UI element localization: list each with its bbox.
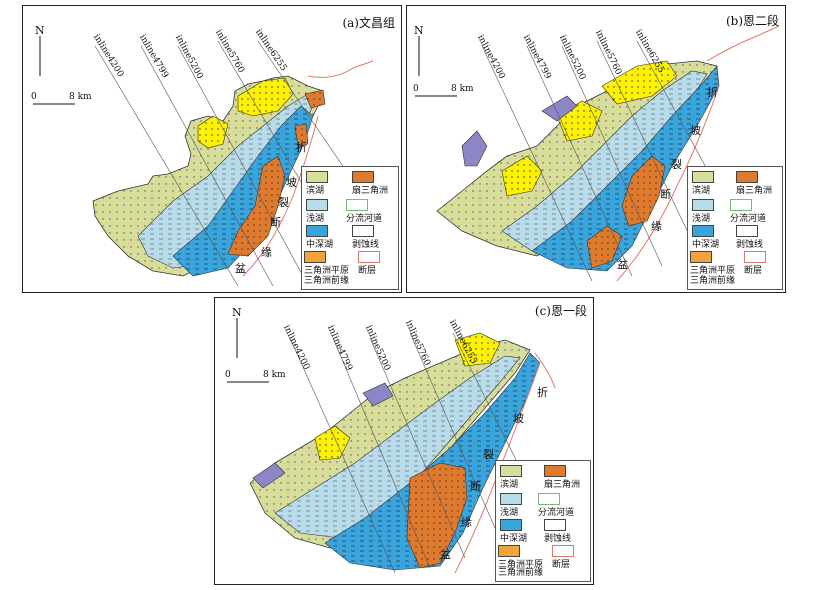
fault-label: 盆 — [617, 258, 628, 271]
legend-fault: 断层 — [744, 251, 766, 276]
erosion-area — [461, 130, 488, 167]
fault-label: 盆 — [440, 548, 451, 561]
legend-fan-delta: 扇三角洲 — [352, 171, 388, 196]
inline-line — [177, 45, 304, 277]
fault-label: 断 — [270, 216, 281, 229]
fault-label: 缘 — [261, 246, 272, 259]
mid-deep-lake-area — [172, 105, 314, 277]
delta-front-area — [501, 155, 543, 197]
scale-zero: 0 — [225, 370, 231, 380]
legend-fan-delta: 扇三角洲 — [736, 171, 772, 196]
inline-line — [526, 45, 633, 277]
panel-ener: (b)恩二段 N 0 8 km inline4200 inline4799 in… — [406, 5, 786, 293]
scale-zero: 0 — [31, 92, 37, 102]
inline-line — [332, 337, 431, 569]
legend-fault: 断层 — [358, 251, 380, 276]
legend-delta-plain: 三角洲平原 — [304, 251, 349, 276]
legend-shallow-lake: 浅湖 — [500, 493, 522, 518]
legend-shallow-lake: 浅湖 — [692, 199, 714, 224]
legend-delta-front: 三角洲前缘 — [498, 568, 544, 578]
legend-erosion-line: 剥蚀线 — [544, 519, 571, 544]
north-label: N — [35, 24, 45, 37]
north-label: N — [414, 24, 424, 37]
inline-line — [596, 40, 693, 242]
legend-mid-deep-lake: 中深湖 — [692, 225, 719, 250]
delta-front-area — [237, 77, 294, 117]
fault-label: 裂 — [483, 448, 494, 461]
erosion-area — [541, 95, 578, 122]
fault-label: 盆 — [235, 262, 246, 275]
panel-title: (b)恩二段 — [725, 14, 779, 28]
legend-delta-plain: 三角洲平原 — [498, 545, 543, 570]
legend-fault: 断层 — [552, 545, 574, 570]
inline-line — [561, 45, 663, 267]
legend-fan-delta: 扇三角洲 — [544, 465, 580, 490]
fan-delta-area — [586, 225, 623, 269]
legend-mid-deep-lake: 中深湖 — [306, 225, 333, 250]
map-wenchang — [33, 36, 374, 287]
fault-line — [534, 352, 556, 389]
legend-delta-front: 三角洲前缘 — [304, 276, 350, 286]
delta-front-area — [454, 332, 501, 367]
fault-label: 坡 — [286, 176, 297, 189]
legend-shallow-lake: 浅湖 — [306, 199, 328, 224]
scale-zero: 0 — [413, 84, 419, 94]
legend-mid-deep-lake: 中深湖 — [500, 519, 527, 544]
fault-label: 缘 — [651, 220, 662, 233]
fault-line — [307, 60, 374, 78]
legend: 滨湖 扇三角洲 浅湖 分流河道 中深湖 剥蚀线 三角洲平原 断层 三角洲前缘 — [687, 166, 783, 290]
legend-shore-lake: 滨湖 — [306, 171, 328, 196]
panel-title: (a)文昌组 — [342, 16, 395, 30]
inline-line — [369, 337, 466, 559]
map-enyi — [227, 318, 556, 574]
fault-label: 断 — [660, 188, 671, 201]
delta-front-area — [314, 425, 351, 461]
inline-line — [289, 337, 396, 574]
legend-channel: 分流河道 — [730, 199, 766, 224]
legend: 滨湖 扇三角洲 浅湖 分流河道 中深湖 剥蚀线 三角洲平原 断层 三角洲前缘 — [301, 166, 399, 290]
legend-delta-front: 三角洲前缘 — [690, 276, 736, 286]
scale-distance: 8 km — [451, 84, 474, 94]
fault-label: 断 — [470, 480, 481, 493]
legend-shore-lake: 滨湖 — [692, 171, 714, 196]
fault-label: 折 — [296, 141, 307, 154]
erosion-area — [362, 382, 394, 407]
legend-channel: 分流河道 — [538, 493, 574, 518]
scale-distance: 8 km — [263, 370, 286, 380]
fan-delta-area — [406, 462, 468, 569]
inline-line — [140, 45, 274, 287]
legend-delta-plain: 三角洲平原 — [690, 251, 735, 276]
fan-delta-area — [304, 89, 326, 109]
legend-shore-lake: 滨湖 — [500, 465, 522, 490]
panel-wenchang: (a)文昌组 N 0 8 km inline4200 inline4799 in… — [22, 5, 402, 293]
fault-label: 缘 — [461, 516, 472, 529]
fault-line — [616, 85, 720, 282]
legend-erosion-line: 剥蚀线 — [352, 225, 379, 250]
fault-line — [706, 25, 780, 62]
panel-title: (c)恩一段 — [534, 304, 587, 318]
fault-label: 裂 — [671, 158, 682, 171]
map-ener — [415, 25, 780, 282]
inline-line — [481, 45, 593, 282]
scale-distance: 8 km — [69, 92, 92, 102]
fault-label: 坡 — [513, 412, 524, 425]
fault-label: 折 — [707, 86, 718, 99]
delta-front-area — [601, 60, 678, 105]
north-label: N — [232, 306, 242, 319]
fault-label: 坡 — [690, 124, 701, 137]
legend: 滨湖 扇三角洲 浅湖 分流河道 中深湖 剥蚀线 三角洲平原 断层 三角洲前缘 — [495, 460, 591, 582]
legend-channel: 分流河道 — [346, 199, 382, 224]
erosion-area — [252, 462, 286, 489]
fault-label: 折 — [537, 386, 548, 399]
legend-erosion-line: 剥蚀线 — [736, 225, 763, 250]
fault-line — [242, 115, 319, 277]
fault-label: 裂 — [278, 196, 289, 209]
fan-delta-area — [621, 155, 666, 227]
inline-line — [409, 332, 496, 529]
inline-line — [94, 45, 239, 287]
fan-delta-area — [294, 123, 309, 147]
panel-enyi: (c)恩一段 N 0 8 km inline4200 inline4799 in… — [214, 297, 594, 585]
fan-delta-area — [227, 155, 286, 257]
